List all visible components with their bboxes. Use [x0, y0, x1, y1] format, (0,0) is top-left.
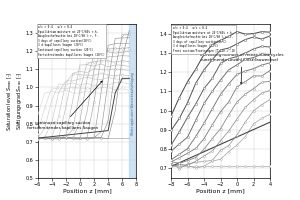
Text: w/c = 0.4   w/z = 0.4
Equilibrium moisture at 20°C/60% r.h.
Ausgleichsfeuchte be: w/c = 0.4 w/z = 0.4 Equilibrium moisture…	[38, 25, 105, 57]
Text: Water application/Wasserbeaufschlagung: Water application/Wasserbeaufschlagung	[131, 72, 135, 135]
Text: continued capillary suction
fortschreitendes kapillares Saugen: continued capillary suction fortschreite…	[27, 81, 102, 130]
X-axis label: Position z [mm]: Position z [mm]	[63, 189, 111, 194]
Bar	[129, 24, 137, 178]
Text: increasing number of freeze-thaw cycles
zunehmende Anzahl Frost-Tauwechsel: increasing number of freeze-thaw cycles …	[200, 53, 284, 84]
Y-axis label: Saturation level $S_{max}$ [-]
Sättigungsgrad $S_{max}$ [-]: Saturation level $S_{max}$ [-] Sättigung…	[5, 71, 24, 131]
Text: w/c = 0.4   w/z = 0.4
Equilibrium moisture at 20°C/60% r.h.
Ausgleichsfeuchte be: w/c = 0.4 w/z = 0.4 Equilibrium moisture…	[173, 26, 235, 53]
X-axis label: Position z [mm]: Position z [mm]	[196, 189, 245, 194]
